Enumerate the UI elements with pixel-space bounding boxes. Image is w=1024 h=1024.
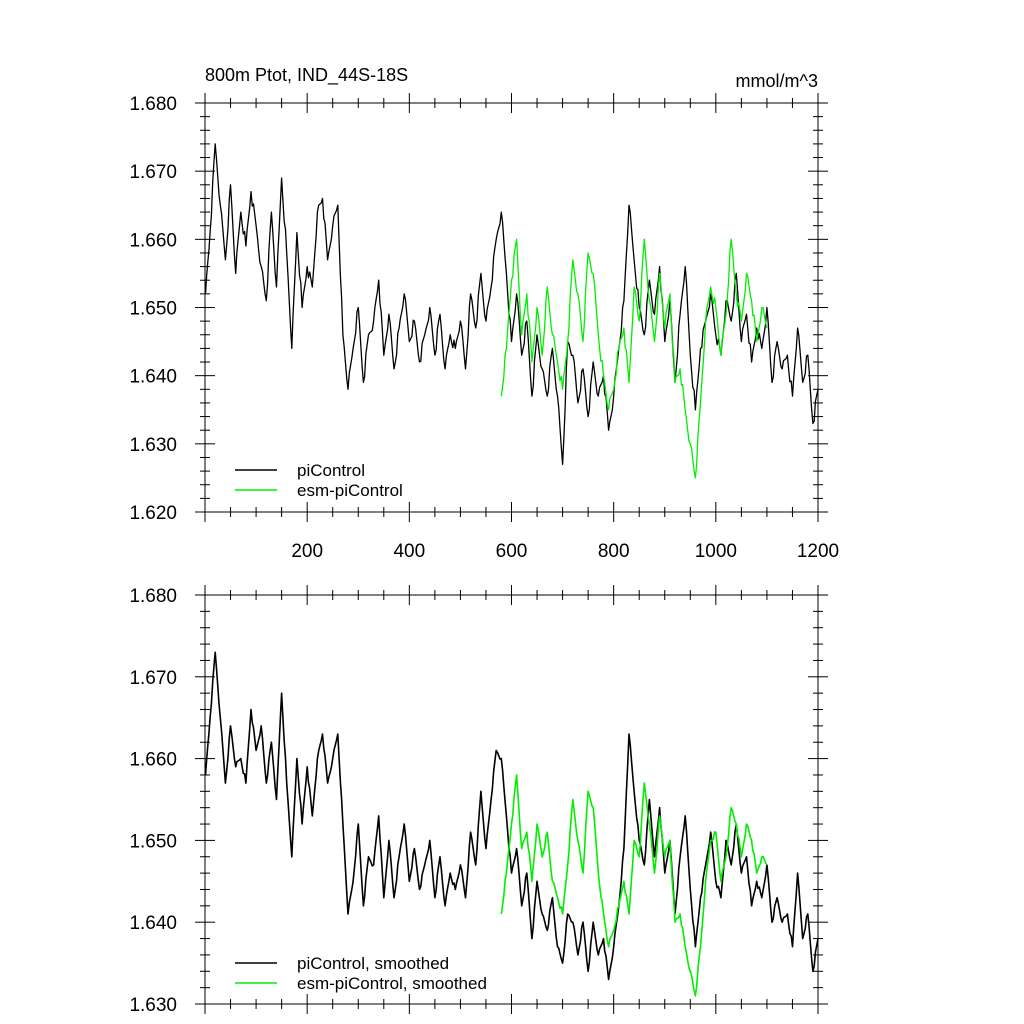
y-tick-label: 1.630 <box>129 995 177 1016</box>
series-line-picontrol <box>204 143 819 465</box>
y-tick-label: 1.650 <box>129 831 177 852</box>
y-tick-label: 1.680 <box>129 94 177 115</box>
y-tick-label: 1.660 <box>129 230 177 251</box>
legend-label: piControl <box>297 461 365 480</box>
y-tick-label: 1.670 <box>129 162 177 183</box>
x-tick-label: 1000 <box>695 541 737 562</box>
bottom-panel: 1.630 1.640 1.650 1.660 1.670 1.680 piControl,… <box>129 585 828 1016</box>
series-line-esm-picontrol <box>500 774 768 997</box>
x-tick-label: 800 <box>598 541 630 562</box>
y-tick-label: 1.620 <box>129 503 177 524</box>
x-tick-label: 1200 <box>797 541 839 562</box>
y-tick-label: 1.640 <box>129 913 177 934</box>
x-tick-label: 400 <box>393 541 425 562</box>
legend-label: piControl, smoothed <box>297 954 449 973</box>
y-tick-label: 1.670 <box>129 668 177 689</box>
chart-title: 800m Ptot, IND_44S-18S <box>205 65 408 86</box>
y-tick-label: 1.630 <box>129 435 177 456</box>
y-tick-label: 1.640 <box>129 367 177 388</box>
top-panel: 200 400 600 800 1000 1200 1.620 1.630 1.640 1.650… <box>129 93 839 562</box>
series-line-picontrol <box>204 651 819 981</box>
legend-label: esm-piControl, smoothed <box>297 974 487 993</box>
units-label: mmol/m^3 <box>736 71 818 91</box>
y-tick-label: 1.660 <box>129 750 177 771</box>
series-line-esm-picontrol <box>500 238 768 479</box>
x-tick-label: 200 <box>291 541 323 562</box>
x-tick-label: 600 <box>496 541 528 562</box>
plot-frame <box>204 594 819 1005</box>
y-tick-label: 1.680 <box>129 586 177 607</box>
y-tick-label: 1.650 <box>129 299 177 320</box>
legend-label: esm-piControl <box>297 481 403 500</box>
